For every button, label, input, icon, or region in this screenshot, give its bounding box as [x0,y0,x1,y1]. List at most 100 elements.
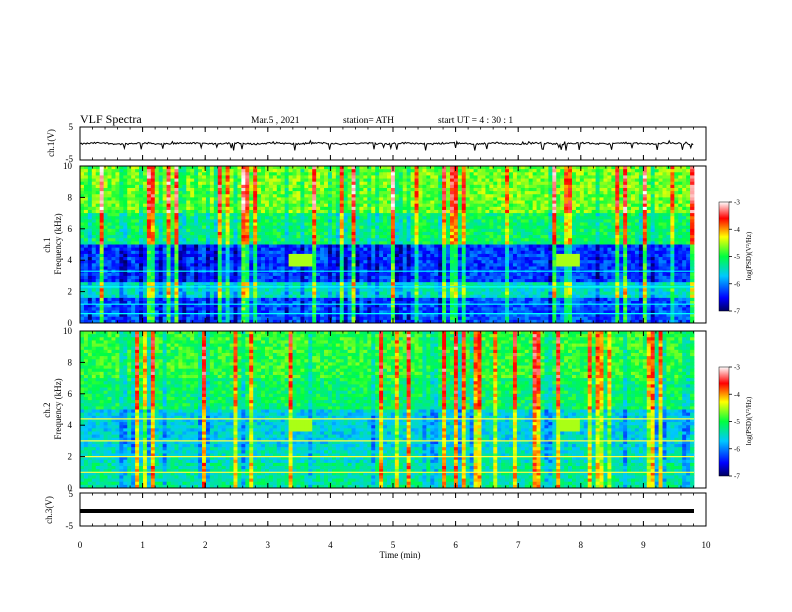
spectrogram-cell [595,257,600,261]
spectrogram-cell [80,222,85,227]
spectrogram-cell [162,235,167,239]
spectrogram-cell [497,194,502,198]
spectrogram-cell [288,222,293,227]
spectrogram-cell [544,187,549,192]
spectrogram-cell [205,238,211,242]
spectrogram-cell [139,257,144,261]
spectrogram-cell [650,197,656,201]
spectrogram-cell [190,187,195,192]
spectrogram-cell [339,244,345,249]
ch1-voltage-ylabel: ch.1(V) [46,129,56,157]
spectrogram-cell [540,191,545,195]
spectrogram-cell [658,235,663,239]
spectrogram-cell [532,263,537,267]
spectrogram-cell [446,260,451,264]
spectrogram-cell [245,228,250,233]
spectrogram-cell [654,206,659,211]
spectrogram-cell [123,257,128,261]
spectrogram-cell [434,253,439,258]
spectrogram-cell [296,263,301,267]
spectrogram-cell [343,219,349,223]
spectrogram-cell [642,181,648,186]
spectrogram-cell [308,241,313,245]
spectrogram-cell [670,235,675,239]
spectrogram-cell [426,244,431,249]
spectrogram-cell [540,247,545,252]
spectrogram-cell [552,222,557,227]
spectrogram-cell [182,166,187,170]
spectrogram-cell [225,178,230,183]
spectrogram-cell [422,197,427,201]
spectrogram-cell [371,253,376,258]
spectrogram-cell [568,206,573,211]
spectrogram-cell [654,238,659,242]
spectrogram-cell [438,250,443,255]
spectrogram-cell [497,169,502,173]
spectrogram-cell [658,194,663,198]
spectrogram-cell [426,263,431,267]
spectrogram-cell [127,263,132,267]
spectrogram-cell [512,253,518,258]
spectrogram-cell [583,200,589,205]
spectrogram-cell [430,166,435,170]
spectrogram-cell [335,206,341,211]
spectrogram-cell [493,181,498,186]
spectrogram-cell [627,253,632,258]
spectrogram-cell [146,200,152,205]
spectrogram-cell [650,253,656,258]
spectrogram-cell [540,184,545,189]
spectrogram-cell [501,216,506,220]
spectrogram-cell [402,253,408,258]
spectrogram-cell [477,187,482,192]
spectrogram-cell [339,241,345,245]
spectrogram-cell [512,219,518,223]
spectrogram-cell [331,197,337,201]
spectrogram-cell [80,184,85,189]
spectrogram-cell [170,184,175,189]
spectrogram-cell [190,191,195,195]
spectrogram-cell [99,260,105,264]
spectrogram-cell [623,184,628,189]
spectrogram-cell [398,250,404,255]
spectrogram-cell [154,169,160,173]
spectrogram-cell [371,166,376,170]
spectrogram-cell [347,263,352,267]
spectrogram-cell [80,235,85,239]
spectrogram-cell [638,222,644,227]
spectrogram-cell [280,216,286,220]
spectrogram-cell [339,228,345,233]
spectrogram-cell [331,235,337,239]
spectrogram-cell [446,216,451,220]
spectrogram-cell [575,203,581,208]
spectrogram-cell [446,191,451,195]
spectrogram-cell [142,191,148,195]
spectrogram-cell [249,197,254,201]
spectrogram-cell [512,187,518,192]
spectrogram-cell [591,225,597,230]
spectrogram-cell [422,257,427,261]
spectrogram-cell [107,216,112,220]
spectrogram-cell [390,260,396,264]
spectrogram-cell [221,175,227,179]
spectrogram-cell [154,175,160,179]
spectrogram-cell [178,228,183,233]
spectrogram-cell [127,257,132,261]
spectrogram-cell [587,191,593,195]
spectrogram-cell [111,194,116,198]
spectrogram-cell [438,247,443,252]
spectrogram-cell [95,191,101,195]
spectrogram-cell [276,228,282,233]
spectrogram-cell [579,203,585,208]
spectrogram-cell [237,231,242,236]
spectrogram-cell [457,260,463,264]
spectrogram-cell [457,263,463,267]
spectrogram-cell [272,209,278,214]
spectrogram-cell [449,235,455,239]
spectrogram-cell [198,175,203,179]
spectrogram-cell [249,184,254,189]
spectrogram-cell [568,253,573,258]
spectrogram-cell [646,222,652,227]
spectrogram-cell [335,253,341,258]
spectrogram-cell [135,244,140,249]
spectrogram-cell [587,181,593,186]
